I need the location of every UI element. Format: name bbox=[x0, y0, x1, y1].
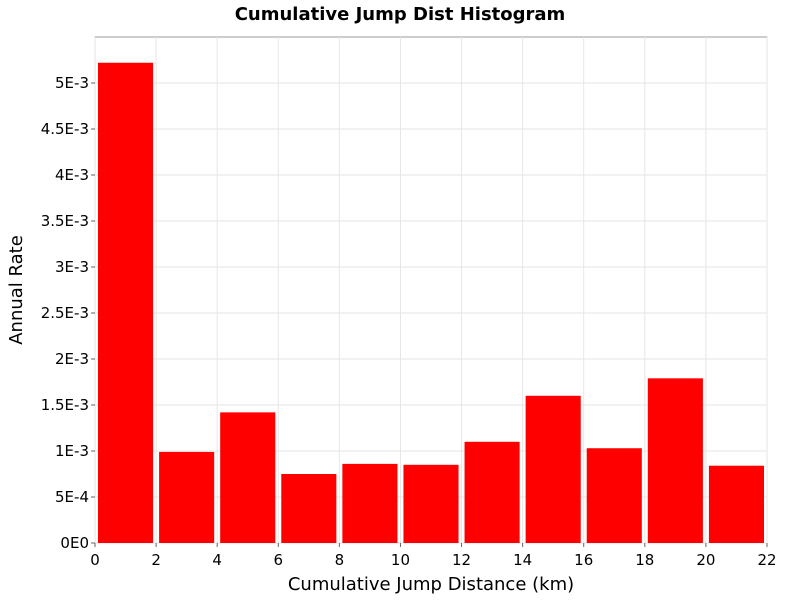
y-axis-label: Annual Rate bbox=[6, 235, 27, 345]
x-tick-label: 10 bbox=[391, 551, 410, 569]
chart-title: Cumulative Jump Dist Histogram bbox=[235, 4, 566, 25]
histogram-bar bbox=[464, 441, 520, 543]
y-tick-label: 1.5E-3 bbox=[41, 396, 89, 414]
x-axis-ticks: 0 2 4 6 8 10 12 14 16 18 20 22 bbox=[90, 543, 777, 569]
x-tick-label: 16 bbox=[574, 551, 593, 569]
histogram-bar bbox=[525, 395, 581, 543]
histogram-bar bbox=[342, 463, 398, 543]
x-tick-label: 0 bbox=[90, 551, 100, 569]
x-tick-label: 8 bbox=[335, 551, 345, 569]
x-tick-label: 20 bbox=[696, 551, 715, 569]
y-tick-label: 1E-3 bbox=[55, 442, 89, 460]
y-tick-label: 2.5E-3 bbox=[41, 304, 89, 322]
x-tick-label: 4 bbox=[212, 551, 222, 569]
histogram-bar bbox=[586, 448, 642, 543]
y-tick-label: 3.5E-3 bbox=[41, 212, 89, 230]
x-tick-label: 22 bbox=[757, 551, 776, 569]
x-tick-label: 18 bbox=[635, 551, 654, 569]
histogram-bar bbox=[708, 465, 764, 543]
y-tick-label: 4.5E-3 bbox=[41, 120, 89, 138]
bars bbox=[98, 62, 764, 543]
y-axis-ticks: 0E0 5E-4 1E-3 1.5E-3 2E-3 2.5E-3 3E-3 3.5E-3 4E-… bbox=[41, 74, 95, 552]
x-axis-label: Cumulative Jump Distance (km) bbox=[288, 574, 574, 595]
histogram-bar bbox=[220, 412, 276, 543]
y-tick-label: 5E-4 bbox=[55, 488, 89, 506]
y-tick-label: 3E-3 bbox=[55, 258, 89, 276]
y-tick-label: 0E0 bbox=[60, 534, 89, 552]
x-tick-label: 12 bbox=[452, 551, 471, 569]
histogram-bar bbox=[403, 464, 459, 543]
y-tick-label: 4E-3 bbox=[55, 166, 89, 184]
y-tick-label: 2E-3 bbox=[55, 350, 89, 368]
x-tick-label: 6 bbox=[273, 551, 283, 569]
histogram-bar bbox=[98, 62, 154, 543]
histogram-bar bbox=[647, 378, 703, 543]
histogram-bar bbox=[281, 474, 337, 543]
x-tick-label: 2 bbox=[151, 551, 161, 569]
y-tick-label: 5E-3 bbox=[55, 74, 89, 92]
x-tick-label: 14 bbox=[513, 551, 532, 569]
histogram-bar bbox=[159, 451, 215, 543]
